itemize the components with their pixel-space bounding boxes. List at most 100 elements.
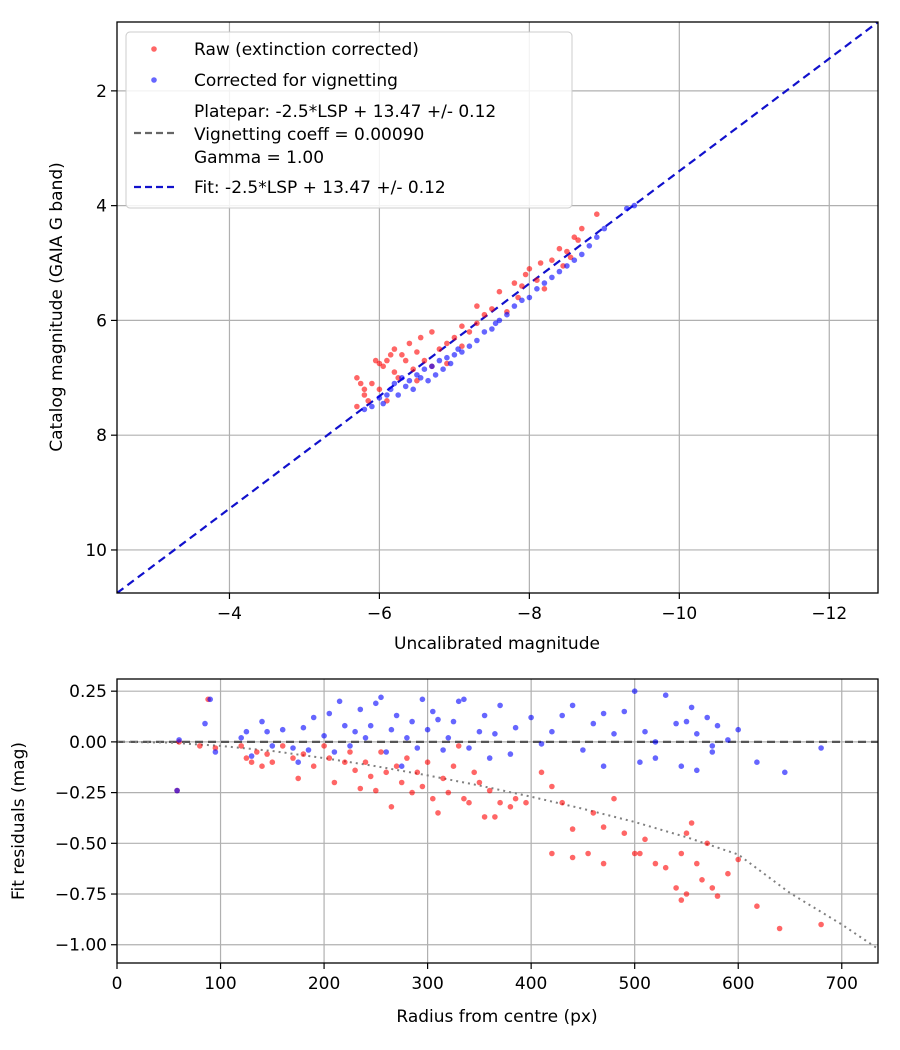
data-point (429, 363, 435, 370)
data-point (678, 850, 685, 857)
data-point (569, 826, 576, 832)
data-point (600, 824, 607, 830)
data-point (631, 850, 638, 857)
data-point (776, 925, 783, 932)
data-point (380, 400, 387, 407)
data-point (522, 271, 529, 278)
top-y-axis-label: Catalog magnitude (GAIA G band) (47, 162, 67, 452)
data-point (451, 352, 458, 358)
data-point (380, 363, 387, 370)
top-ticks: −4 −6 −8 −10 −12 2 4 6 8 10 (85, 82, 847, 624)
data-point (387, 386, 394, 393)
data-point (476, 728, 483, 735)
data-point (466, 329, 473, 335)
data-point (481, 329, 488, 335)
data-point (652, 860, 659, 867)
data-point (590, 810, 597, 816)
data-point (714, 722, 721, 729)
data-point (594, 234, 600, 240)
data-point (511, 303, 518, 309)
data-point (430, 795, 436, 802)
x-tick-label: 200 (308, 974, 340, 994)
data-point (365, 398, 372, 404)
data-point (305, 747, 312, 753)
legend-label-line: Platepar: -2.5*LSP + 13.47 +/- 0.12 (194, 102, 496, 122)
data-point (714, 893, 721, 899)
data-point (694, 731, 700, 737)
series-points (174, 688, 824, 794)
data-point (404, 735, 410, 741)
data-point (445, 735, 452, 741)
data-point (579, 225, 585, 232)
data-point (601, 225, 608, 232)
data-point (248, 753, 255, 759)
data-point (709, 749, 716, 755)
x-tick-label: 700 (826, 974, 858, 994)
data-point (512, 724, 519, 731)
y-tick-label: 2 (96, 82, 107, 102)
data-point (512, 795, 519, 802)
data-point (492, 814, 498, 820)
data-point (704, 714, 710, 721)
data-point (373, 700, 379, 707)
data-point (399, 352, 405, 358)
data-point (417, 375, 424, 381)
data-point (549, 274, 555, 281)
data-point (290, 755, 296, 761)
data-point (642, 836, 648, 843)
data-point (709, 885, 716, 891)
data-point (410, 386, 417, 393)
data-point (699, 877, 705, 883)
data-point (497, 702, 503, 709)
data-point (688, 704, 695, 711)
data-point (357, 706, 364, 713)
data-point (342, 759, 348, 765)
data-point (347, 749, 353, 755)
data-point (391, 346, 398, 352)
y-tick-label: 10 (85, 541, 107, 561)
data-point (474, 337, 480, 344)
data-point (384, 357, 390, 364)
data-point (466, 343, 473, 350)
data-point (279, 743, 286, 749)
data-point (704, 840, 710, 847)
data-point (445, 789, 452, 796)
data-point (600, 763, 607, 769)
x-tick-label: 400 (515, 974, 547, 994)
data-point (688, 820, 695, 826)
series-line (117, 740, 878, 950)
data-point (559, 799, 565, 806)
data-point (352, 767, 358, 774)
data-point (594, 211, 600, 217)
data-point (440, 747, 446, 753)
data-point (611, 795, 617, 802)
data-point (414, 769, 421, 776)
data-point (637, 850, 643, 857)
data-point (391, 380, 398, 387)
data-point (519, 283, 525, 289)
data-point (735, 856, 741, 863)
data-point (673, 720, 679, 727)
data-point (621, 830, 628, 836)
data-point (264, 751, 270, 757)
legend-label-platepar: Platepar: -2.5*LSP + 13.47 +/- 0.12 Vigne… (194, 102, 496, 168)
data-point (782, 769, 788, 776)
data-point (496, 288, 503, 295)
series-points (354, 211, 600, 410)
data-point (259, 763, 265, 769)
data-point (357, 380, 364, 387)
data-point (571, 234, 578, 240)
data-point (435, 716, 441, 723)
data-point (354, 403, 360, 410)
data-point (537, 260, 544, 266)
data-point (600, 860, 607, 867)
data-point (421, 357, 428, 364)
data-point (357, 785, 364, 792)
data-point (709, 743, 716, 749)
data-point (174, 787, 180, 794)
data-point (212, 745, 219, 751)
legend-label-line: Gamma = 1.00 (194, 148, 324, 168)
y-tick-label: 8 (96, 426, 107, 446)
data-point (398, 779, 405, 786)
